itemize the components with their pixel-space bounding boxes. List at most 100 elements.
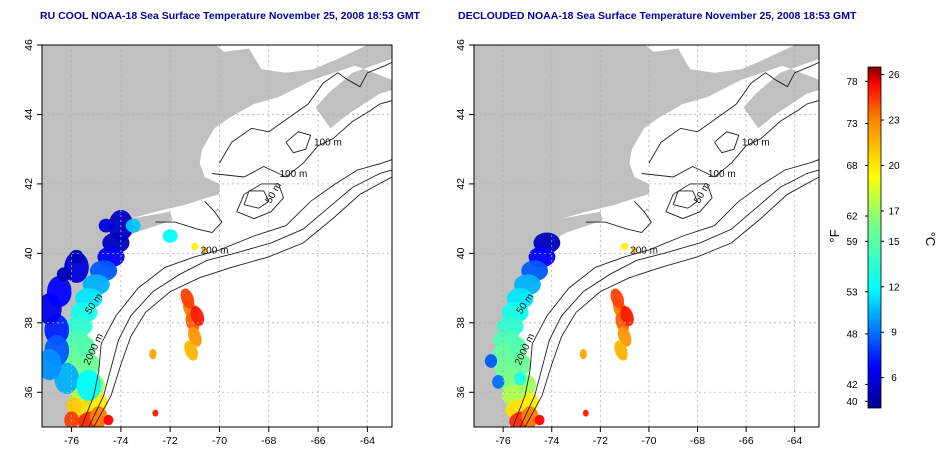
sst-swath <box>184 340 198 361</box>
sst-swath <box>621 242 629 250</box>
x-tick-label: -74 <box>113 435 128 447</box>
nantucket-island <box>214 208 221 212</box>
sst-swath <box>521 406 539 427</box>
contour-label: 200 m <box>201 245 229 256</box>
sst-swath <box>64 411 79 427</box>
bathymetry-contour <box>243 190 270 209</box>
sst-swath <box>201 247 208 253</box>
sst-swath <box>66 397 82 415</box>
long-island-tip <box>593 216 603 221</box>
fahrenheit-tick-label: 62 <box>846 212 858 223</box>
y-tick-label: 38 <box>455 317 467 329</box>
x-tick-label: -68 <box>261 435 276 447</box>
celsius-tick-label: 6 <box>891 373 897 384</box>
y-tick-label: 46 <box>23 39 35 51</box>
x-tick-label: -68 <box>690 435 705 447</box>
sst-swath <box>90 406 108 427</box>
x-tick-label: -70 <box>212 435 227 447</box>
bathymetry-contour <box>672 190 699 209</box>
fahrenheit-axis-label: °F <box>827 229 842 242</box>
celsius-tick-label: 23 <box>888 116 900 127</box>
sst-swath <box>56 267 72 282</box>
sst-swath <box>149 348 157 360</box>
sst-swath <box>98 218 114 233</box>
y-tick-label: 42 <box>455 178 467 190</box>
y-tick-label: 44 <box>455 108 467 120</box>
x-tick-label: -76 <box>496 435 511 447</box>
bathymetry-contour <box>88 169 392 427</box>
land-mass <box>474 45 819 427</box>
sst-swath <box>191 242 199 250</box>
sst-swath <box>492 375 505 389</box>
x-tick-label: -74 <box>544 435 559 447</box>
bathymetry-contour <box>714 131 740 154</box>
bathymetry-contour <box>665 183 713 220</box>
sst-swath <box>582 409 589 417</box>
x-tick-label: -66 <box>310 435 325 447</box>
x-tick-label: -70 <box>641 435 656 447</box>
fahrenheit-tick-label: 68 <box>846 161 858 172</box>
fahrenheit-tick-label: 73 <box>846 119 858 130</box>
y-tick-label: 40 <box>23 247 35 259</box>
map-frame <box>473 44 820 428</box>
bathymetry-contour <box>212 100 392 178</box>
fahrenheit-tick-label: 40 <box>846 397 858 408</box>
sst-swath <box>190 305 205 326</box>
nantucket-island <box>644 208 651 212</box>
contour-label: 100 m <box>280 169 308 180</box>
y-tick-label: 38 <box>23 317 35 329</box>
celsius-tick-label: 26 <box>888 70 900 81</box>
chart-title-declouded: DECLOUDED NOAA-18 Sea Surface Temperatur… <box>458 10 857 22</box>
sst-swath <box>614 340 628 361</box>
sst-swath <box>47 276 72 308</box>
contour-label: 200 m <box>630 245 658 256</box>
colorbar-gradient <box>867 66 882 409</box>
x-tick-label: -64 <box>787 435 802 447</box>
fahrenheit-tick-label: 48 <box>846 329 858 340</box>
sst-swath <box>514 371 527 386</box>
y-tick-label: 40 <box>455 247 467 259</box>
fahrenheit-tick-label: 59 <box>846 237 858 248</box>
y-tick-label: 42 <box>23 178 35 190</box>
fahrenheit-tick-label: 78 <box>846 77 858 88</box>
celsius-tick-label: 15 <box>888 237 900 248</box>
y-tick-label: 36 <box>23 386 35 398</box>
celsius-tick-label: 9 <box>891 328 897 339</box>
contour-label: 100 m <box>314 138 342 149</box>
y-tick-label: 36 <box>455 386 467 398</box>
x-tick-label: -64 <box>360 435 375 447</box>
map-frame <box>41 44 393 428</box>
y-tick-label: 44 <box>23 108 35 120</box>
fahrenheit-tick-label: 53 <box>846 287 858 298</box>
sst-swath <box>82 354 100 375</box>
sst-swath <box>631 247 638 253</box>
sst-swath <box>484 354 498 368</box>
sst-swath <box>76 369 102 401</box>
bathymetry-contour <box>93 176 392 427</box>
bathymetry-contour <box>219 61 392 164</box>
x-tick-label: -72 <box>163 435 178 447</box>
x-tick-label: -72 <box>593 435 608 447</box>
long-island-tip <box>162 216 173 221</box>
sst-swath <box>42 348 62 381</box>
sst-swath <box>180 288 195 309</box>
sst-swath <box>610 288 625 309</box>
celsius-axis-label: °C <box>923 232 938 247</box>
celsius-tick-label: 20 <box>888 161 900 172</box>
sst-swath <box>77 336 95 358</box>
colorbar: 26 23 20 17 15 12 9 6 78 73 68 62 59 53 48 42 40 °F °C <box>827 66 938 409</box>
celsius-tick-label: 12 <box>888 282 900 293</box>
bathymetry-contour <box>285 131 312 154</box>
y-tick-label: 46 <box>455 39 467 51</box>
bathymetry-contour <box>519 169 819 427</box>
bathymetry-contour <box>512 159 819 427</box>
sst-swath <box>125 218 141 233</box>
sst-swath <box>152 409 159 417</box>
x-tick-label: -76 <box>64 435 79 447</box>
sst-swath <box>103 414 114 426</box>
bathymetry-contour <box>155 200 223 233</box>
celsius-tick-label: 17 <box>888 206 900 217</box>
sst-swath <box>514 354 532 375</box>
